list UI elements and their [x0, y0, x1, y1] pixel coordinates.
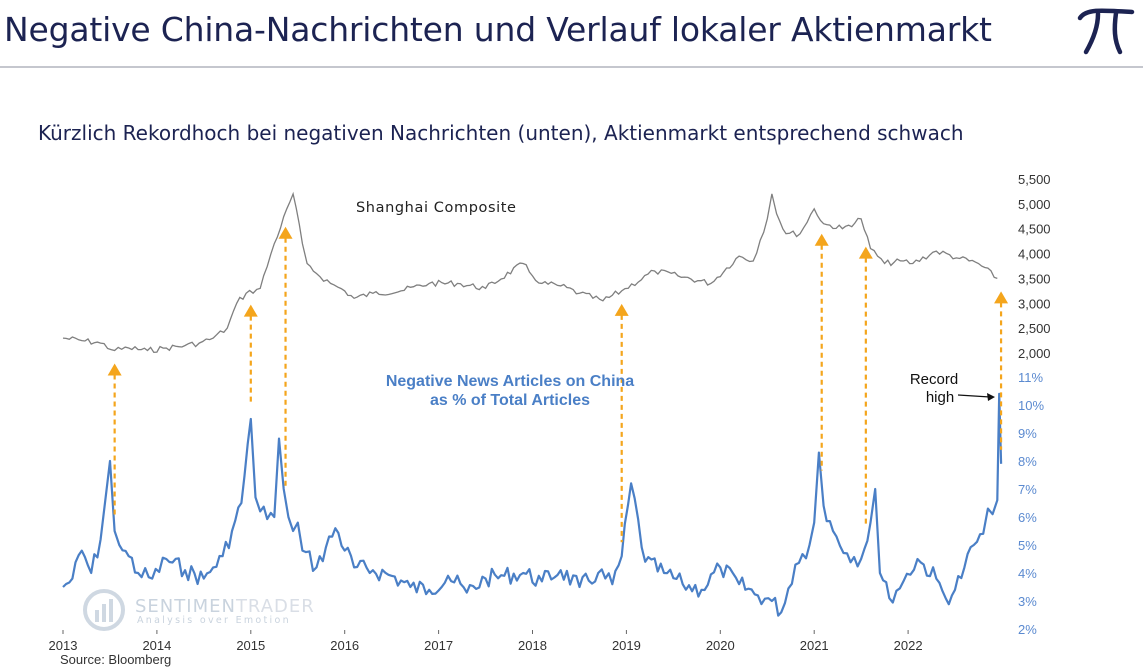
bottom-y-tick-label: 7% [1018, 482, 1037, 497]
annotation-arrow-head [994, 291, 1009, 304]
x-tick-label: 2021 [800, 638, 829, 653]
x-tick-label: 2017 [424, 638, 453, 653]
shanghai-composite-line [62, 191, 998, 353]
annotation-arrow-head [278, 226, 293, 239]
source-note: Source: Bloomberg [60, 652, 172, 667]
top-y-tick-label: 4,000 [1018, 247, 1051, 262]
bottom-y-tick-label: 9% [1018, 426, 1037, 441]
x-axis: 2013 2014 2015 2016 2017 2018 2019 2020 2021 2022 [49, 630, 923, 653]
pi-logo [1077, 8, 1135, 55]
bottom-y-tick-label: 5% [1018, 538, 1037, 553]
x-tick-label: 2018 [518, 638, 547, 653]
top-y-tick-label: 4,500 [1018, 222, 1051, 237]
top-y-tick-label: 5,500 [1018, 172, 1051, 187]
annotation-arrow-head [107, 363, 122, 376]
top-y-tick-label: 2,500 [1018, 321, 1051, 336]
shanghai-composite-label: Shanghai Composite [356, 200, 517, 216]
x-tick-label: 2022 [894, 638, 923, 653]
page-title: Negative China-Nachrichten und Verlauf l… [4, 10, 992, 49]
record-high-pointer-head [987, 393, 995, 401]
annotation-arrow-head [814, 233, 829, 246]
bottom-y-tick-label: 3% [1018, 594, 1037, 609]
top-y-tick-label: 5,000 [1018, 197, 1051, 212]
bottom-y-tick-label: 6% [1018, 510, 1037, 525]
bottom-y-tick-label: 4% [1018, 566, 1037, 581]
chart-area: 5,500 5,000 4,500 4,000 3,500 3,000 2,500 2,000… [49, 172, 1051, 653]
bottom-y-tick-label: 2% [1018, 622, 1037, 637]
top-y-tick-label: 3,500 [1018, 271, 1051, 286]
news-series-label-line1: Negative News Articles on China [386, 373, 634, 390]
annotation-arrow-head [243, 304, 258, 317]
top-y-tick-label: 3,000 [1018, 296, 1051, 311]
annotation-arrow-head [858, 246, 873, 259]
bottom-y-tick-label: 8% [1018, 454, 1037, 469]
record-high-label-line2: high [926, 389, 954, 406]
bottom-y-tick-label: 10% [1018, 398, 1044, 413]
record-high-pointer [957, 394, 991, 398]
watermark-tagline: Analysis over Emotion [137, 615, 291, 626]
annotation-arrows [107, 226, 1009, 543]
x-tick-label: 2015 [236, 638, 265, 653]
watermark-brand: SENTIMENTRADER [135, 596, 315, 617]
x-tick-label: 2016 [330, 638, 359, 653]
top-y-axis: 5,500 5,000 4,500 4,000 3,500 3,000 2,500 2,000 [1018, 172, 1051, 361]
news-series-label-line2: as % of Total Articles [430, 392, 590, 409]
x-tick-label: 2014 [142, 638, 171, 653]
x-tick-label: 2020 [706, 638, 735, 653]
record-high-label-line1: Record [910, 371, 958, 388]
title-divider [0, 66, 1143, 68]
x-tick-label: 2019 [612, 638, 641, 653]
annotation-arrow-head [614, 303, 629, 316]
negative-news-line [62, 392, 1003, 617]
bottom-y-tick-label: 11% [1018, 370, 1043, 385]
sentimentrader-icon [83, 589, 125, 631]
top-y-tick-label: 2,000 [1018, 346, 1051, 361]
bottom-y-axis: 11% 10% 9% 8% 7% 6% 5% 4% 3% 2% [1018, 370, 1044, 637]
chart-subtitle: Kürzlich Rekordhoch bei negativen Nachri… [38, 121, 964, 145]
x-tick-label: 2013 [49, 638, 78, 653]
